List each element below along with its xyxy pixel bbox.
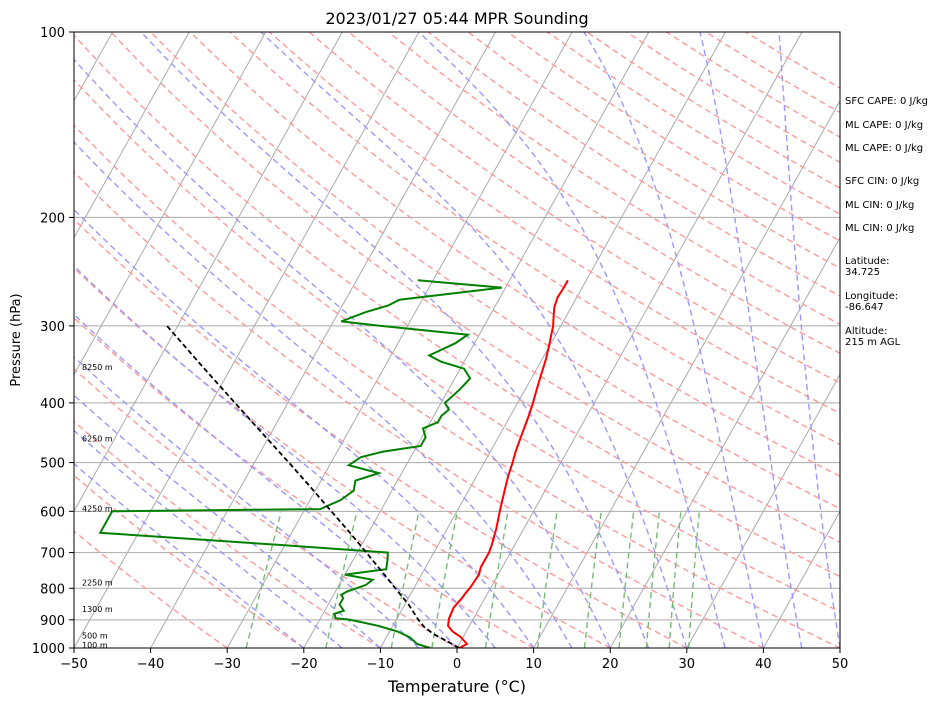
x-tick-label: −50 bbox=[60, 657, 87, 672]
sfc-cin-text: SFC CIN: 0 J/kg bbox=[845, 176, 919, 187]
height-label: 500 m bbox=[82, 632, 108, 641]
height-label: 2250 m bbox=[82, 579, 113, 588]
x-tick-label: 20 bbox=[602, 657, 619, 672]
x-tick-label: −30 bbox=[213, 657, 240, 672]
isotherm-line bbox=[151, 32, 496, 648]
x-tick-label: −40 bbox=[137, 657, 164, 672]
chart-title: 2023/01/27 05:44 MPR Sounding bbox=[325, 9, 588, 28]
y-tick-label: 400 bbox=[40, 397, 65, 412]
x-tick-label: 50 bbox=[832, 657, 849, 672]
y-tick-label: 100 bbox=[40, 26, 65, 41]
dry-adiabat-line bbox=[0, 32, 227, 648]
altitude-label: Altitude: bbox=[845, 326, 887, 337]
moist-adiabat-line bbox=[261, 32, 687, 648]
x-tick-label: 10 bbox=[525, 657, 542, 672]
x-tick-label: 0 bbox=[453, 657, 461, 672]
dry-adiabat-line bbox=[0, 32, 610, 648]
plot-frame bbox=[74, 32, 840, 648]
latitude-label: Latitude: bbox=[845, 256, 890, 267]
height-label: 6250 m bbox=[82, 435, 113, 444]
x-tick-label: 40 bbox=[755, 657, 772, 672]
isotherm-line bbox=[0, 32, 189, 648]
moist-adiabat-line bbox=[419, 32, 725, 648]
moist-adiabat-line bbox=[0, 32, 534, 648]
dry-adiabat-line bbox=[111, 32, 946, 648]
isotherm-line bbox=[304, 32, 649, 648]
x-axis-ticks: −50 −40 −30 −20 −10 0 10 20 30 40 50 bbox=[60, 648, 848, 672]
dry-adiabat-line bbox=[31, 32, 916, 648]
dry-adiabat-line bbox=[190, 32, 946, 648]
sfc-cape-text: SFC CAPE: 0 J/kg bbox=[845, 96, 928, 107]
moist-adiabat-line bbox=[700, 32, 802, 648]
latitude-value: 34.725 bbox=[845, 267, 880, 278]
isotherm-line bbox=[74, 32, 419, 648]
x-tick-label: 30 bbox=[679, 657, 696, 672]
ml-cape-text: ML CAPE: 0 J/kg bbox=[845, 120, 923, 131]
y-tick-label: 300 bbox=[40, 320, 65, 335]
series-layer bbox=[100, 280, 568, 648]
moist-adiabat-line bbox=[779, 32, 840, 648]
ml-cin-text: ML CIN: 0 J/kg bbox=[845, 200, 914, 211]
y-tick-label: 1000 bbox=[32, 642, 65, 657]
mixing-ratio-line bbox=[391, 511, 419, 648]
dry-adiabat-line bbox=[230, 32, 946, 648]
moist-adiabat-line bbox=[0, 32, 572, 648]
x-tick-label: −20 bbox=[290, 657, 317, 672]
y-tick-label: 200 bbox=[40, 211, 65, 226]
moist-adiabat-line bbox=[50, 32, 610, 648]
ml-cape-text-2: ML CAPE: 0 J/kg bbox=[845, 143, 923, 154]
dry-adiabat-line bbox=[0, 32, 534, 648]
x-axis-label: Temperature (°C) bbox=[387, 677, 526, 696]
longitude-label: Longitude: bbox=[845, 291, 898, 302]
y-axis-label: Pressure (hPa) bbox=[9, 293, 24, 386]
longitude-value: -86.647 bbox=[845, 302, 884, 313]
mixing-ratio-line bbox=[326, 511, 357, 648]
background-lines bbox=[0, 32, 946, 648]
y-tick-label: 500 bbox=[40, 457, 65, 472]
mixing-ratio-line bbox=[432, 511, 458, 648]
height-label: 8250 m bbox=[82, 363, 113, 372]
isotherm-line bbox=[380, 32, 725, 648]
y-tick-label: 800 bbox=[40, 582, 65, 597]
ml-cin-text-2: ML CIN: 0 J/kg bbox=[845, 223, 914, 234]
y-tick-label: 600 bbox=[40, 505, 65, 520]
height-label: 4250 m bbox=[82, 505, 113, 514]
y-tick-label: 700 bbox=[40, 547, 65, 562]
altitude-value: 215 m AGL bbox=[845, 337, 901, 348]
y-axis-ticks: 100 200 300 400 500 600 700 800 900 1000 bbox=[32, 26, 74, 657]
parcel-line bbox=[167, 326, 459, 648]
height-label: 1300 m bbox=[82, 605, 113, 614]
dewpoint-line bbox=[100, 280, 502, 648]
y-tick-label: 900 bbox=[40, 614, 65, 629]
x-tick-label: −10 bbox=[367, 657, 394, 672]
side-panel: SFC CAPE: 0 J/kg ML CAPE: 0 J/kg ML CAPE… bbox=[845, 96, 928, 348]
